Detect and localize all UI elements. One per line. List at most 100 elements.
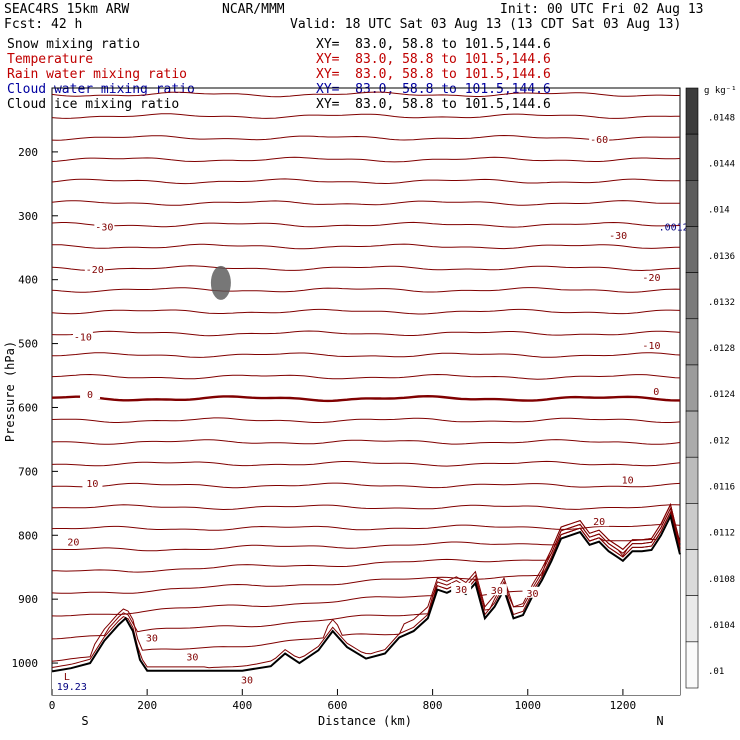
contour-label-bg bbox=[94, 220, 115, 232]
valid-time: Valid: 18 UTC Sat 03 Aug 13 (13 CDT Sat … bbox=[290, 17, 682, 32]
y-tick-label: 600 bbox=[18, 401, 38, 414]
field-name: Temperature bbox=[7, 52, 94, 67]
contour-label: 0 bbox=[653, 387, 659, 398]
isotherm-line bbox=[51, 200, 680, 206]
field-name: Cloud ice mixing ratio bbox=[7, 97, 180, 112]
isotherm-line bbox=[51, 504, 681, 511]
isotherm-line bbox=[51, 287, 681, 293]
colorbar-label: .014 bbox=[708, 206, 730, 216]
field-xy: XY= 83.0, 58.8 to 101.5,144.6 bbox=[316, 52, 551, 67]
field-name: Snow mixing ratio bbox=[7, 37, 141, 52]
contour-label-bg bbox=[84, 262, 105, 274]
y-tick-label: 500 bbox=[18, 338, 38, 351]
colorbar-label: .0148 bbox=[708, 113, 735, 123]
colorbar-segment bbox=[685, 180, 699, 227]
x-tick-label: 600 bbox=[328, 699, 348, 712]
colorbar-label: .0136 bbox=[708, 252, 735, 262]
model-title: SEAC4RS 15km ARW bbox=[4, 2, 130, 17]
contour-label: 30 bbox=[241, 676, 253, 687]
isotherm-line bbox=[52, 352, 681, 358]
colorbar-label: .0104 bbox=[708, 621, 735, 631]
colorbar-label: .012 bbox=[708, 436, 730, 446]
contour-label-bg bbox=[646, 384, 667, 396]
terrain-fill bbox=[52, 516, 680, 695]
y-tick-label: 300 bbox=[18, 210, 38, 223]
colorbar-label: .0144 bbox=[708, 159, 735, 169]
isotherm-line bbox=[51, 156, 681, 163]
field-name: Cloud water mixing ratio bbox=[7, 82, 195, 97]
contour-label-bg bbox=[641, 271, 662, 283]
y-tick-label: 200 bbox=[18, 146, 38, 159]
colorbar-label: .0124 bbox=[708, 390, 735, 400]
contour-label-bg bbox=[486, 584, 507, 596]
isotherm-line bbox=[51, 460, 681, 467]
forecast-value: 42 h bbox=[51, 17, 83, 32]
contour-label-bg bbox=[617, 473, 638, 485]
contour-label: 30 bbox=[526, 589, 538, 600]
contour-label: 0 bbox=[87, 390, 93, 401]
y-tick-label: 1000 bbox=[12, 657, 39, 670]
contour-label: -10 bbox=[642, 341, 660, 352]
cloud-ice-patch bbox=[210, 265, 231, 300]
colorbar-segment bbox=[685, 364, 699, 412]
y-tick-label: 400 bbox=[18, 274, 38, 287]
colorbar-segment bbox=[685, 503, 699, 550]
isotherm-line bbox=[51, 178, 681, 185]
contour-label: -30 bbox=[95, 223, 113, 234]
endpoint-right-label: N bbox=[656, 714, 663, 728]
field-xy: XY= 83.0, 58.8 to 101.5,144.6 bbox=[316, 37, 551, 52]
colorbar-segment bbox=[685, 641, 699, 689]
colorbar-segment bbox=[685, 549, 699, 596]
isotherm-line bbox=[51, 503, 681, 662]
isotherm-line bbox=[52, 243, 681, 250]
isotherm-line bbox=[51, 330, 681, 337]
x-tick-label: 1000 bbox=[515, 699, 542, 712]
init-time: Init: 00 UTC Fri 02 Aug 13 bbox=[500, 2, 704, 17]
x-tick-label: 0 bbox=[49, 699, 56, 712]
x-tick-label: 400 bbox=[232, 699, 252, 712]
annotation-label: L bbox=[64, 672, 70, 683]
colorbar-label: .0108 bbox=[708, 575, 735, 585]
y-tick-label: 900 bbox=[18, 593, 38, 606]
colorbar-label: .0128 bbox=[708, 344, 735, 354]
isotherm-line bbox=[51, 113, 681, 119]
contour-label: 10 bbox=[86, 479, 98, 490]
colorbar-segment bbox=[685, 226, 699, 273]
contour-label: -30 bbox=[609, 231, 627, 242]
contour-label-bg bbox=[641, 338, 662, 350]
forecast-label: Fcst: bbox=[4, 17, 44, 32]
isotherm-line bbox=[51, 373, 681, 380]
colorbar-segment bbox=[685, 595, 699, 643]
contour-label: -20 bbox=[86, 265, 104, 276]
isotherm-group bbox=[51, 91, 681, 669]
colorbar-segment bbox=[685, 318, 699, 366]
isotherm-line bbox=[51, 308, 681, 315]
contour-label: 30 bbox=[455, 585, 467, 596]
isotherm-line bbox=[51, 482, 681, 489]
contour-label: 20 bbox=[67, 538, 79, 549]
x-axis-title: Distance (km) bbox=[318, 714, 412, 728]
isotherm-line bbox=[51, 417, 681, 423]
contour-label-bg bbox=[451, 582, 472, 594]
contour-label-bg bbox=[72, 330, 93, 342]
isotherm-line bbox=[51, 506, 681, 640]
field-xy: XY= 83.0, 58.8 to 101.5,144.6 bbox=[316, 67, 551, 82]
colorbar-unit: g kg⁻¹ bbox=[704, 86, 737, 96]
y-tick-label: 700 bbox=[18, 465, 38, 478]
endpoint-left-label: S bbox=[81, 714, 88, 728]
contour-label: 30 bbox=[491, 586, 503, 597]
field-name: Rain water mixing ratio bbox=[7, 67, 188, 82]
contour-label-bg bbox=[63, 535, 84, 547]
isotherm-line bbox=[51, 134, 681, 141]
contour-label-bg bbox=[589, 133, 610, 145]
field-xy: XY= 83.0, 58.8 to 101.5,144.6 bbox=[316, 82, 551, 97]
center-label: NCAR/MMM bbox=[222, 2, 285, 17]
contour-label: 10 bbox=[622, 476, 634, 487]
contour-label-bg bbox=[237, 673, 258, 685]
contour-label-bg bbox=[182, 650, 203, 662]
contour-label-bg bbox=[608, 228, 629, 240]
colorbar-label: .0112 bbox=[708, 529, 735, 539]
colorbar-segment bbox=[685, 87, 699, 135]
contour-label: 30 bbox=[146, 633, 158, 644]
